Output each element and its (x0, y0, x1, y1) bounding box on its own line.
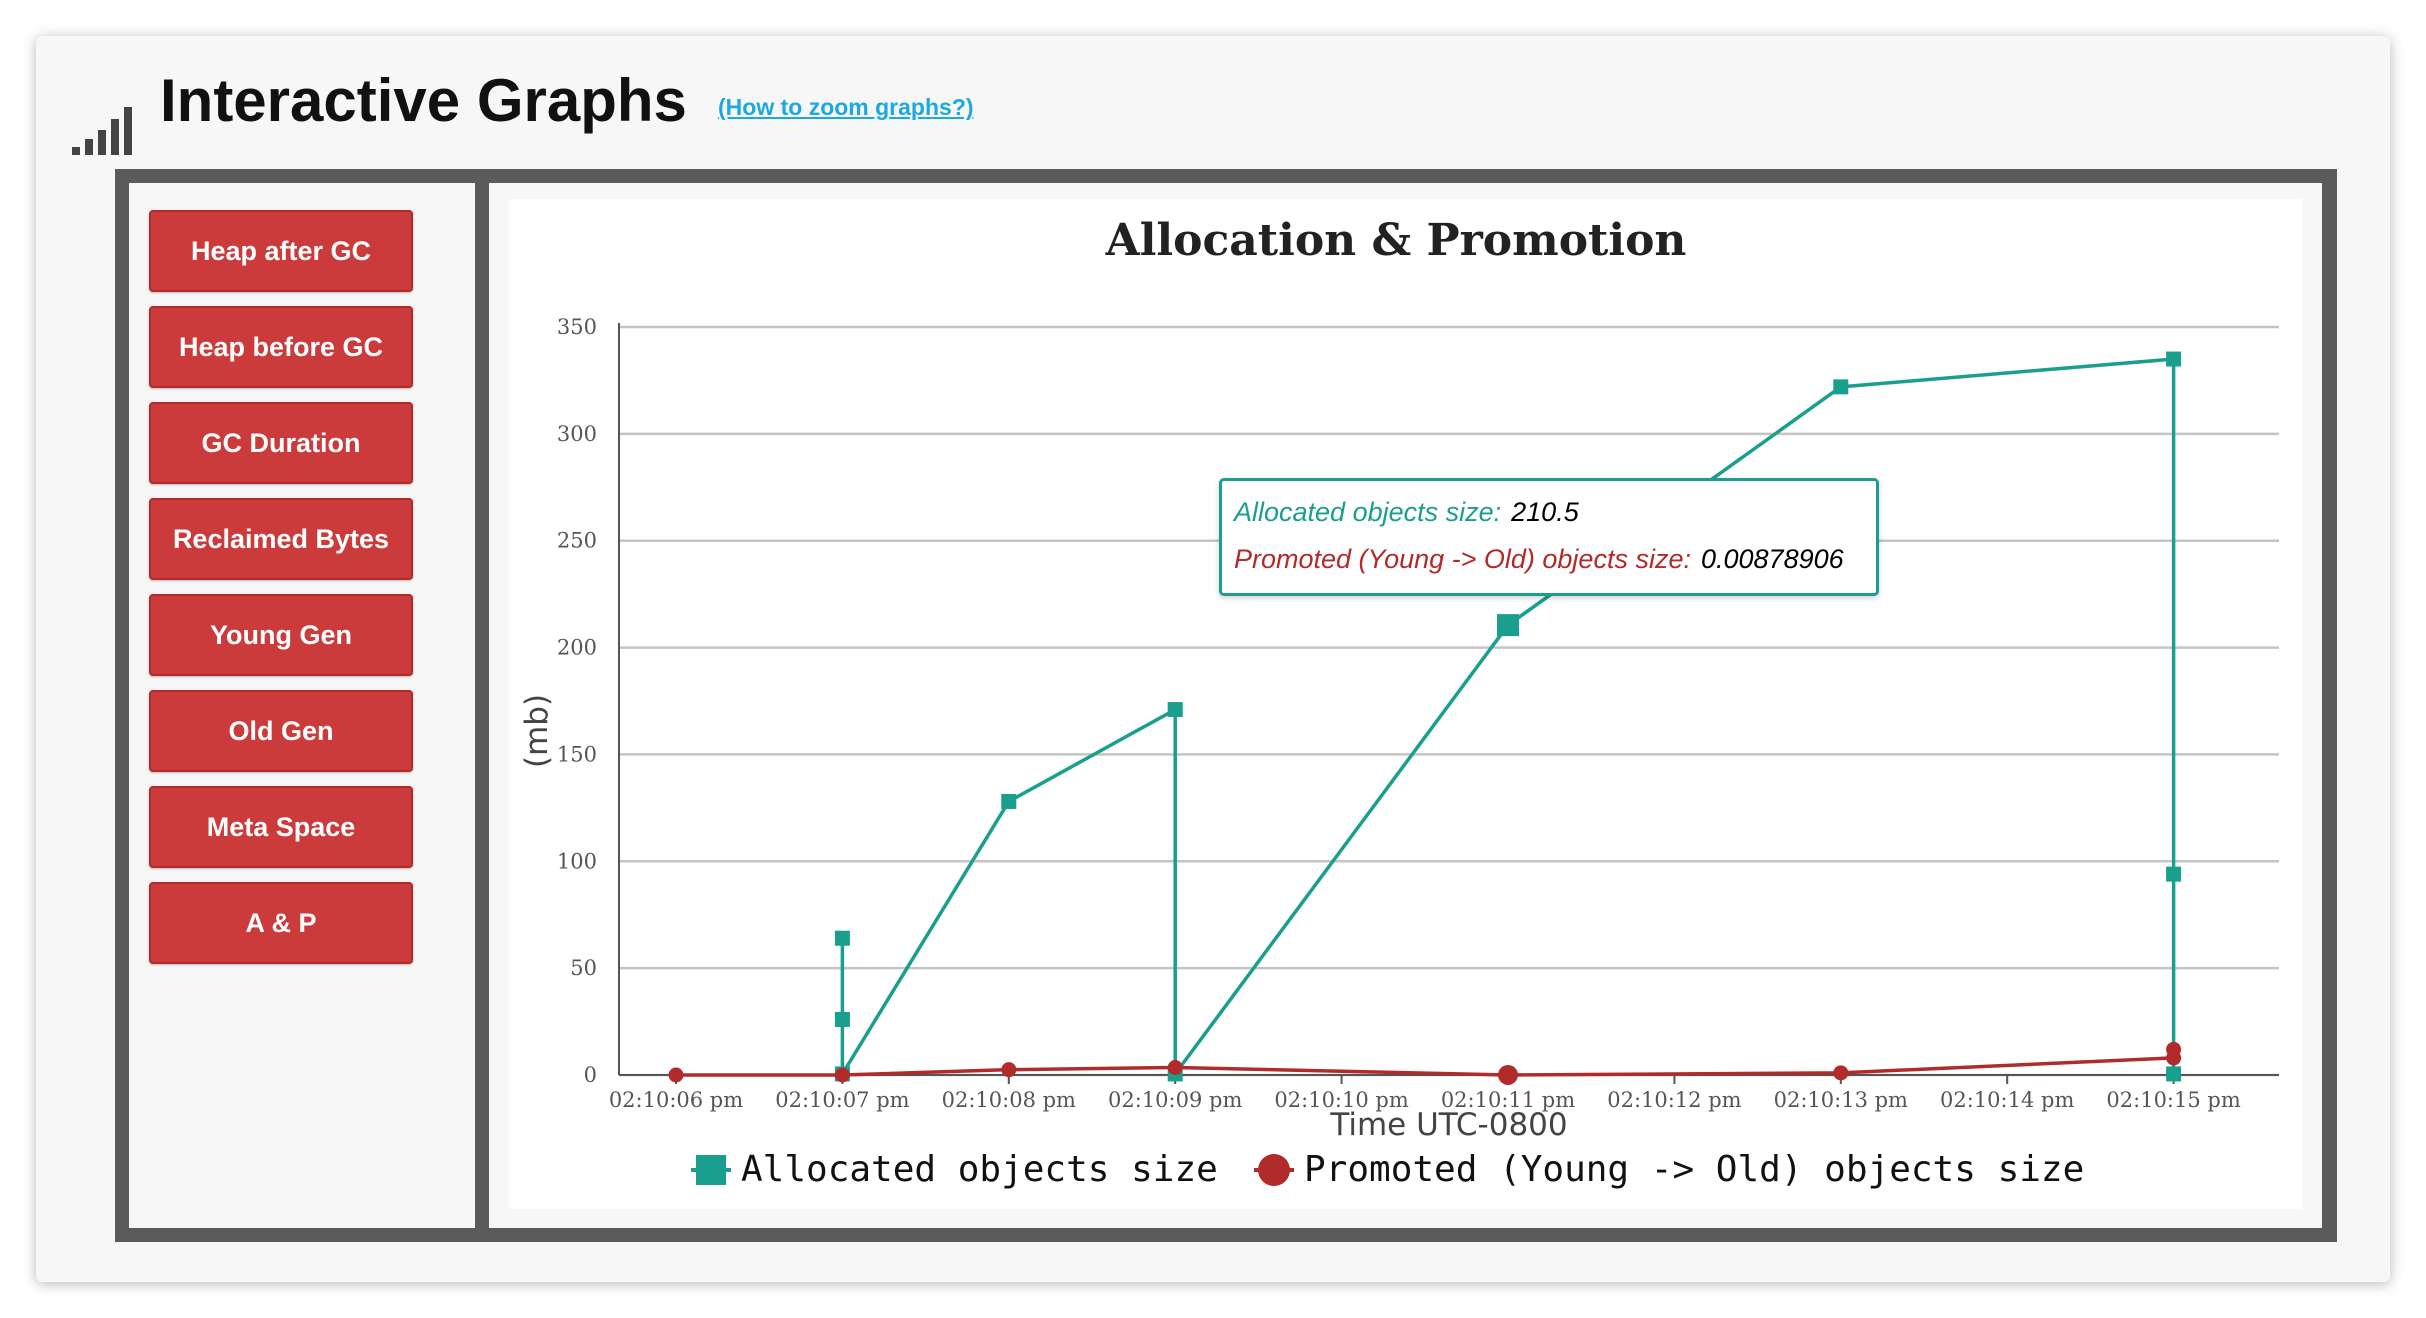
y-tick-label: 300 (557, 422, 597, 446)
old-gen-button[interactable]: Old Gen (149, 690, 413, 772)
y-tick-label: 0 (584, 1063, 597, 1087)
data-point-allocated (2166, 1066, 2182, 1082)
x-tick-label: 02:10:11 pm (1441, 1088, 1575, 1112)
page-title: Interactive Graphs (160, 67, 687, 134)
chart-tooltip: Allocated objects size: 210.5 Promoted (Y… (1219, 478, 1879, 596)
y-tick-label: 250 (557, 529, 597, 553)
x-tick-label: 02:10:09 pm (1108, 1088, 1242, 1112)
data-point-promoted (668, 1067, 684, 1083)
x-tick-label: 02:10:14 pm (1940, 1088, 2074, 1112)
tooltip-allocated-label: Allocated objects size: (1234, 497, 1502, 527)
meta-space-button[interactable]: Meta Space (149, 786, 413, 868)
series-line-promoted (676, 1049, 2176, 1077)
heap-after-gc-button[interactable]: Heap after GC (149, 210, 413, 292)
allocation-promotion-chart[interactable]: Allocation & Promotion 0 50 100 150 200 250 300… (489, 183, 2322, 1228)
x-tick-label: 02:10:15 pm (2106, 1088, 2240, 1112)
data-point-allocated (1497, 614, 1519, 637)
y-tick-label: 200 (557, 636, 597, 660)
reclaimed-bytes-button[interactable]: Reclaimed Bytes (149, 498, 413, 580)
gc-duration-button[interactable]: GC Duration (149, 402, 413, 484)
y-tick-label: 50 (570, 956, 597, 980)
x-axis-label: Time UTC-0800 (1329, 1107, 1567, 1143)
x-tick-label: 02:10:07 pm (775, 1088, 909, 1112)
a-and-p-button[interactable]: A & P (149, 882, 413, 964)
x-tick-label: 02:10:06 pm (609, 1088, 743, 1112)
data-point-allocated (1001, 793, 1017, 809)
data-point-promoted (1001, 1062, 1017, 1078)
heap-before-gc-button[interactable]: Heap before GC (149, 306, 413, 388)
data-point-promoted (1167, 1060, 1183, 1076)
data-point-allocated (1167, 702, 1183, 718)
y-axis-label: (mb) (519, 694, 555, 768)
legend-label-allocated: Allocated objects size (741, 1149, 1218, 1190)
y-tick-label: 100 (557, 849, 597, 873)
y-tick-label: 150 (557, 742, 597, 766)
data-point-allocated (1833, 379, 1849, 395)
chart-background (509, 199, 2302, 1209)
bar-chart-icon (72, 107, 132, 155)
x-tick-label: 02:10:08 pm (942, 1088, 1076, 1112)
data-point-allocated (2166, 351, 2182, 367)
data-point-promoted (2166, 1041, 2182, 1057)
chart-title: Allocation & Promotion (1105, 215, 1687, 266)
tooltip-promoted-label: Promoted (Young -> Old) objects size: (1234, 544, 1691, 574)
x-tick-label: 02:10:10 pm (1274, 1088, 1408, 1112)
tooltip-allocated-value: 210.5 (1511, 497, 1579, 527)
x-tick-label: 02:10:13 pm (1774, 1088, 1908, 1112)
data-point-promoted (1498, 1064, 1518, 1085)
young-gen-button[interactable]: Young Gen (149, 594, 413, 676)
legend-marker-promoted (1258, 1154, 1290, 1186)
graph-frame: Heap after GC Heap before GC GC Duration… (115, 169, 2337, 1242)
chart-panel: Allocation & Promotion 0 50 100 150 200 250 300… (489, 183, 2322, 1228)
data-point-allocated (2166, 866, 2182, 882)
tooltip-promoted-value: 0.00878906 (1700, 544, 1844, 574)
page-card: Interactive Graphs (How to zoom graphs?)… (36, 36, 2390, 1282)
legend-label-promoted: Promoted (Young -> Old) objects size (1304, 1149, 2084, 1190)
data-point-allocated (834, 1011, 850, 1027)
data-point-promoted (1833, 1065, 1849, 1081)
graph-sidebar: Heap after GC Heap before GC GC Duration… (129, 183, 475, 1228)
x-tick-label: 02:10:12 pm (1607, 1088, 1741, 1112)
data-point-promoted (834, 1067, 850, 1083)
y-tick-label: 350 (557, 315, 597, 339)
legend-marker-allocated (696, 1155, 726, 1185)
data-point-allocated (834, 930, 850, 946)
zoom-help-link[interactable]: (How to zoom graphs?) (718, 94, 974, 120)
